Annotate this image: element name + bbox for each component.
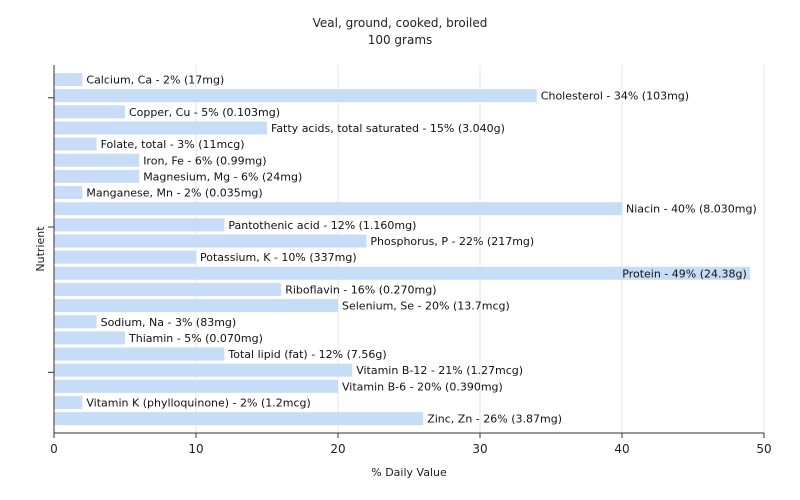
bar-label-6: Iron, Fe - 6% (0.99mg): [143, 154, 266, 167]
bar-16: [54, 315, 97, 329]
axes-layer: [53, 65, 764, 434]
bar-8: [54, 186, 83, 200]
bar-label-15: Selenium, Se - 20% (13.7mcg): [342, 300, 510, 313]
bar-label-1: Calcium, Ca - 2% (17mg): [86, 74, 224, 87]
bar-label-19: Vitamin B-12 - 21% (1.27mcg): [356, 364, 523, 377]
bar-labels-layer: Calcium, Ca - 2% (17mg) Cholesterol - 34%…: [86, 74, 756, 426]
bar-21: [54, 396, 83, 409]
x-tick-label-50: 50: [756, 442, 771, 456]
bar-label-20: Vitamin B-6 - 20% (0.390mg): [342, 380, 503, 393]
y-axis-label: Nutrient: [34, 226, 47, 272]
bar-19: [54, 363, 353, 377]
bars-layer: [54, 73, 750, 426]
bar-label-7: Magnesium, Mg - 6% (24mg): [143, 170, 302, 183]
bar-18: [54, 347, 225, 361]
bar-label-11: Phosphorus, P - 22% (217mg): [370, 235, 534, 248]
x-tick-label-30: 30: [472, 442, 487, 456]
bar-15: [54, 299, 338, 313]
bar-label-10: Pantothenic acid - 12% (1.160mg): [228, 219, 416, 232]
x-tick-label-20: 20: [330, 442, 345, 456]
grid-layer: [195, 65, 765, 433]
bar-label-17: Thiamin - 5% (0.070mg): [128, 332, 263, 345]
x-tick-label-0: 0: [50, 442, 58, 456]
bar-5: [54, 137, 97, 151]
bar-1: [54, 73, 83, 86]
x-axis-label: % Daily Value: [371, 466, 447, 479]
bar-label-5: Folate, total - 3% (11mcg): [101, 138, 245, 151]
bar-label-22: Zinc, Zn - 26% (3.87mg): [427, 413, 562, 426]
bar-label-21: Vitamin K (phylloquinone) - 2% (1.2mcg): [86, 397, 310, 410]
bar-label-8: Manganese, Mn - 2% (0.035mg): [86, 187, 262, 200]
bar-label-2: Cholesterol - 34% (103mg): [541, 90, 689, 103]
bar-20: [54, 379, 338, 393]
bar-22: [54, 412, 424, 426]
x-tick-label-10: 10: [188, 442, 203, 456]
x-ticks-layer: 0 10 20 30 40 50: [50, 433, 772, 456]
chart-subtitle: 100 grams: [368, 33, 433, 47]
bar-11: [54, 234, 367, 248]
bar-14: [54, 282, 282, 296]
bar-17: [54, 331, 125, 345]
bar-label-4: Fatty acids, total saturated - 15% (3.04…: [271, 122, 505, 135]
bar-label-3: Copper, Cu - 5% (0.103mg): [129, 106, 280, 119]
bar-10: [54, 218, 225, 232]
bar-label-14: Riboflavin - 16% (0.270mg): [285, 283, 436, 296]
bar-6: [54, 153, 140, 167]
bar-2: [54, 89, 537, 103]
y-ticks-layer: [48, 97, 54, 373]
bar-9: [54, 202, 622, 216]
bar-label-12: Potassium, K - 10% (337mg): [200, 251, 357, 264]
bar-7: [54, 169, 140, 183]
bar-4: [54, 121, 267, 135]
chart-title: Veal, ground, cooked, broiled: [313, 16, 488, 30]
bar-label-9: Niacin - 40% (8.030mg): [626, 203, 757, 216]
bar-13: [54, 266, 750, 280]
bar-label-13: Protein - 49% (24.38g): [622, 267, 747, 280]
bar-label-18: Total lipid (fat) - 12% (7.56g): [227, 348, 386, 361]
bar-12: [54, 250, 196, 264]
bar-label-16: Sodium, Na - 3% (83mg): [101, 316, 237, 329]
bar-3: [54, 105, 125, 119]
x-tick-label-40: 40: [614, 442, 629, 456]
